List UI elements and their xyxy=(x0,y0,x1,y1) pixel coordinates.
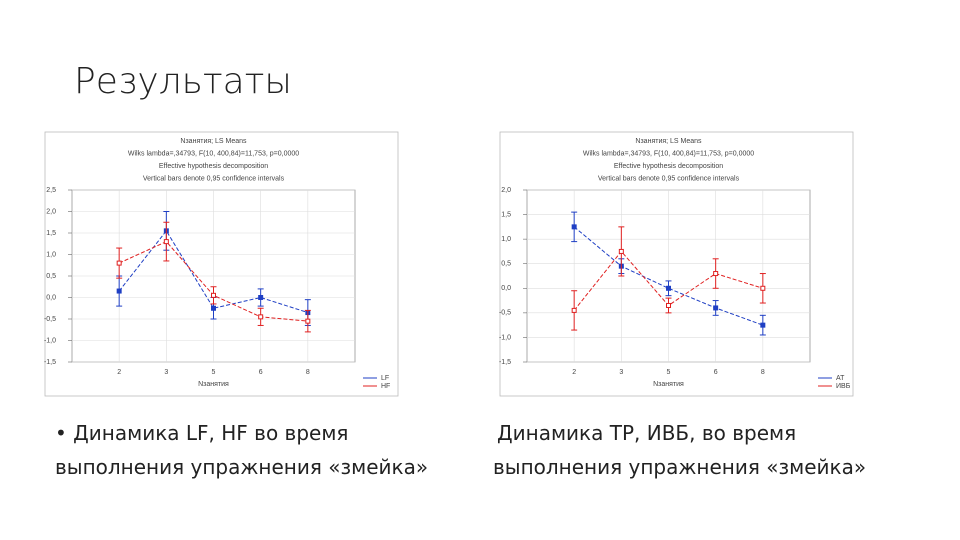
y-tick-label: 0,5 xyxy=(46,273,56,280)
legend-label: LF xyxy=(381,375,389,382)
caption: Динамика ТР, ИВБ, во время xyxy=(497,421,796,445)
chart-header: Nзанятия; LS Means xyxy=(635,138,702,145)
y-tick-label: -1,5 xyxy=(499,359,511,366)
point xyxy=(618,248,624,254)
chart-header: Wilks lambda=,34793, F(10, 400,84)=11,75… xyxy=(128,150,299,157)
x-tick-label: 6 xyxy=(714,369,718,376)
point xyxy=(116,288,122,294)
point xyxy=(760,322,766,328)
y-tick-label: -1,0 xyxy=(44,337,56,344)
point xyxy=(760,285,766,291)
caption: выполнения упражнения «змейка» xyxy=(55,455,428,479)
x-tick-label: 3 xyxy=(164,369,168,376)
point xyxy=(211,292,216,298)
caption: • Динамика LF, HF во время xyxy=(55,421,348,445)
y-tick-label: 2,5 xyxy=(46,187,56,194)
x-axis-label: Nзанятия xyxy=(198,381,229,388)
slide-title: Результаты xyxy=(74,61,292,102)
point xyxy=(163,239,169,245)
point xyxy=(666,285,671,291)
point xyxy=(211,305,216,311)
point xyxy=(713,271,719,277)
chart-header: Nзанятия; LS Means xyxy=(180,138,247,145)
chart-header: Vertical bars denote 0,95 confidence int… xyxy=(143,175,285,182)
chart-frame xyxy=(44,131,399,397)
point xyxy=(713,305,719,311)
x-tick-label: 6 xyxy=(259,369,263,376)
x-tick-label: 8 xyxy=(306,369,310,376)
x-tick-label: 2 xyxy=(117,369,121,376)
chart-header: Vertical bars denote 0,95 confidence int… xyxy=(598,175,740,182)
point xyxy=(258,295,264,300)
chart: Nзанятия; LS Means Wilks lambda=,34793, F… xyxy=(44,131,399,397)
point xyxy=(116,260,122,266)
x-tick-label: 5 xyxy=(212,369,216,376)
series-line xyxy=(573,226,764,326)
x-tick-label: 3 xyxy=(619,369,623,376)
y-tick-label: 2,0 xyxy=(501,187,511,194)
x-tick-label: 5 xyxy=(667,369,671,376)
y-tick-label: -0,5 xyxy=(44,316,56,323)
y-tick-label: 1,0 xyxy=(46,251,56,258)
y-tick-label: -1,5 xyxy=(44,359,56,366)
legend-label: ИВБ xyxy=(836,383,851,390)
point xyxy=(571,224,577,230)
caption: выполнения упражнения «змейка» xyxy=(493,455,866,479)
y-tick-label: 2,0 xyxy=(46,208,56,215)
legend-label: HF xyxy=(381,383,390,390)
y-tick-label: 0,5 xyxy=(501,261,511,268)
chart-header: Effective hypothesis decomposition xyxy=(614,163,723,170)
point xyxy=(305,318,311,324)
chart-header: Effective hypothesis decomposition xyxy=(159,163,268,170)
y-tick-label: 0,0 xyxy=(501,285,511,292)
y-tick-label: 1,0 xyxy=(501,236,511,243)
chart-header: Wilks lambda=,34793, F(10, 400,84)=11,75… xyxy=(583,150,754,157)
point xyxy=(666,302,671,308)
y-tick-label: 0,0 xyxy=(46,294,56,301)
x-tick-label: 8 xyxy=(761,369,765,376)
point xyxy=(258,314,264,320)
x-axis-label: Nзанятия xyxy=(653,381,684,388)
point xyxy=(571,307,577,313)
y-tick-label: 1,5 xyxy=(501,211,511,218)
chart: Nзанятия; LS Means Wilks lambda=,34793, F… xyxy=(499,131,854,397)
x-tick-label: 2 xyxy=(572,369,576,376)
legend-label: AT xyxy=(836,375,845,382)
y-tick-label: -0,5 xyxy=(499,310,511,317)
y-tick-label: 1,5 xyxy=(46,230,56,237)
y-tick-label: -1,0 xyxy=(499,334,511,341)
series-line xyxy=(118,229,308,314)
